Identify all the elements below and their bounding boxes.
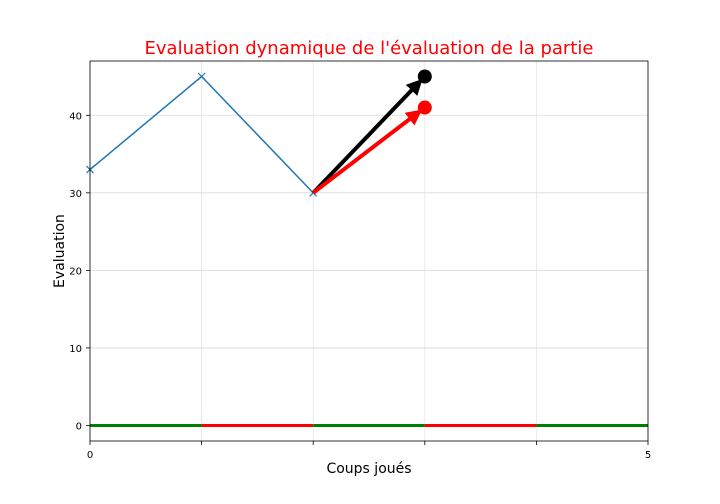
arrows xyxy=(311,69,432,195)
red-arrow xyxy=(311,109,423,195)
black-arrow xyxy=(311,78,423,195)
data-point xyxy=(197,72,206,81)
ticks: 0 5 0 10 20 30 40 xyxy=(69,111,651,461)
x-tick-label: 0 xyxy=(87,450,93,461)
chart-title: Evaluation dynamique de l'évaluation de … xyxy=(145,38,594,59)
y-tick-label: 40 xyxy=(69,111,82,122)
x-tick-label: 5 xyxy=(645,450,651,461)
y-tick-label: 10 xyxy=(69,344,82,355)
black-arrow-endpoint xyxy=(417,69,432,84)
y-tick-label: 30 xyxy=(69,189,82,200)
red-arrow-endpoint xyxy=(417,100,432,115)
y-tick-label: 20 xyxy=(69,266,82,277)
plot-background xyxy=(90,61,648,441)
y-axis-label: Evaluation xyxy=(52,214,68,288)
x-axis-label: Coups joués xyxy=(326,461,411,477)
y-tick-label: 0 xyxy=(76,421,82,432)
plot-frame xyxy=(89,60,649,442)
